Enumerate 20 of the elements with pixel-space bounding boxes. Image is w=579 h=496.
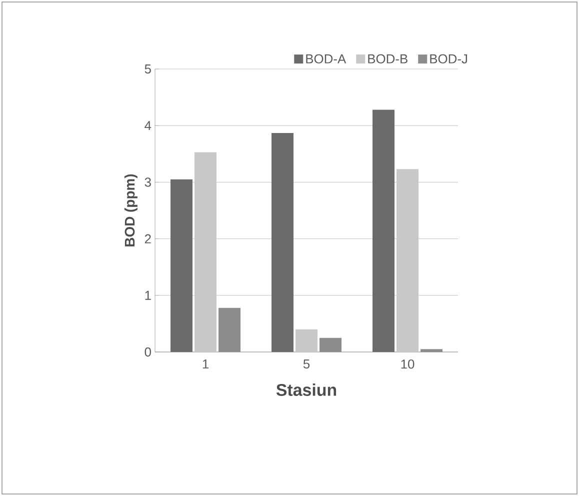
bar [396,169,419,352]
x-tick-label: 1 [202,360,208,368]
legend-label: BOD-A [306,54,346,64]
bar [170,179,193,352]
y-tick-label: 1 [145,290,151,300]
y-axis-title: BOD (ppm) [124,174,138,246]
x-tick-label: 5 [303,360,310,369]
legend-label: BOD-J [430,54,468,64]
bar [272,132,294,352]
x-tick-label: 10 [401,360,414,369]
bar [296,329,318,352]
legend-label: BOD-B [368,54,408,64]
y-tick-label: 0 [144,347,151,357]
bar [194,152,217,352]
x-axis-title: Stasiun [276,384,336,396]
bar [372,110,395,352]
y-tick-label: 4 [144,121,152,130]
y-tick-label: 2 [144,234,151,244]
y-tick-label: 5 [144,64,151,74]
y-tick-label: 3 [144,178,151,187]
